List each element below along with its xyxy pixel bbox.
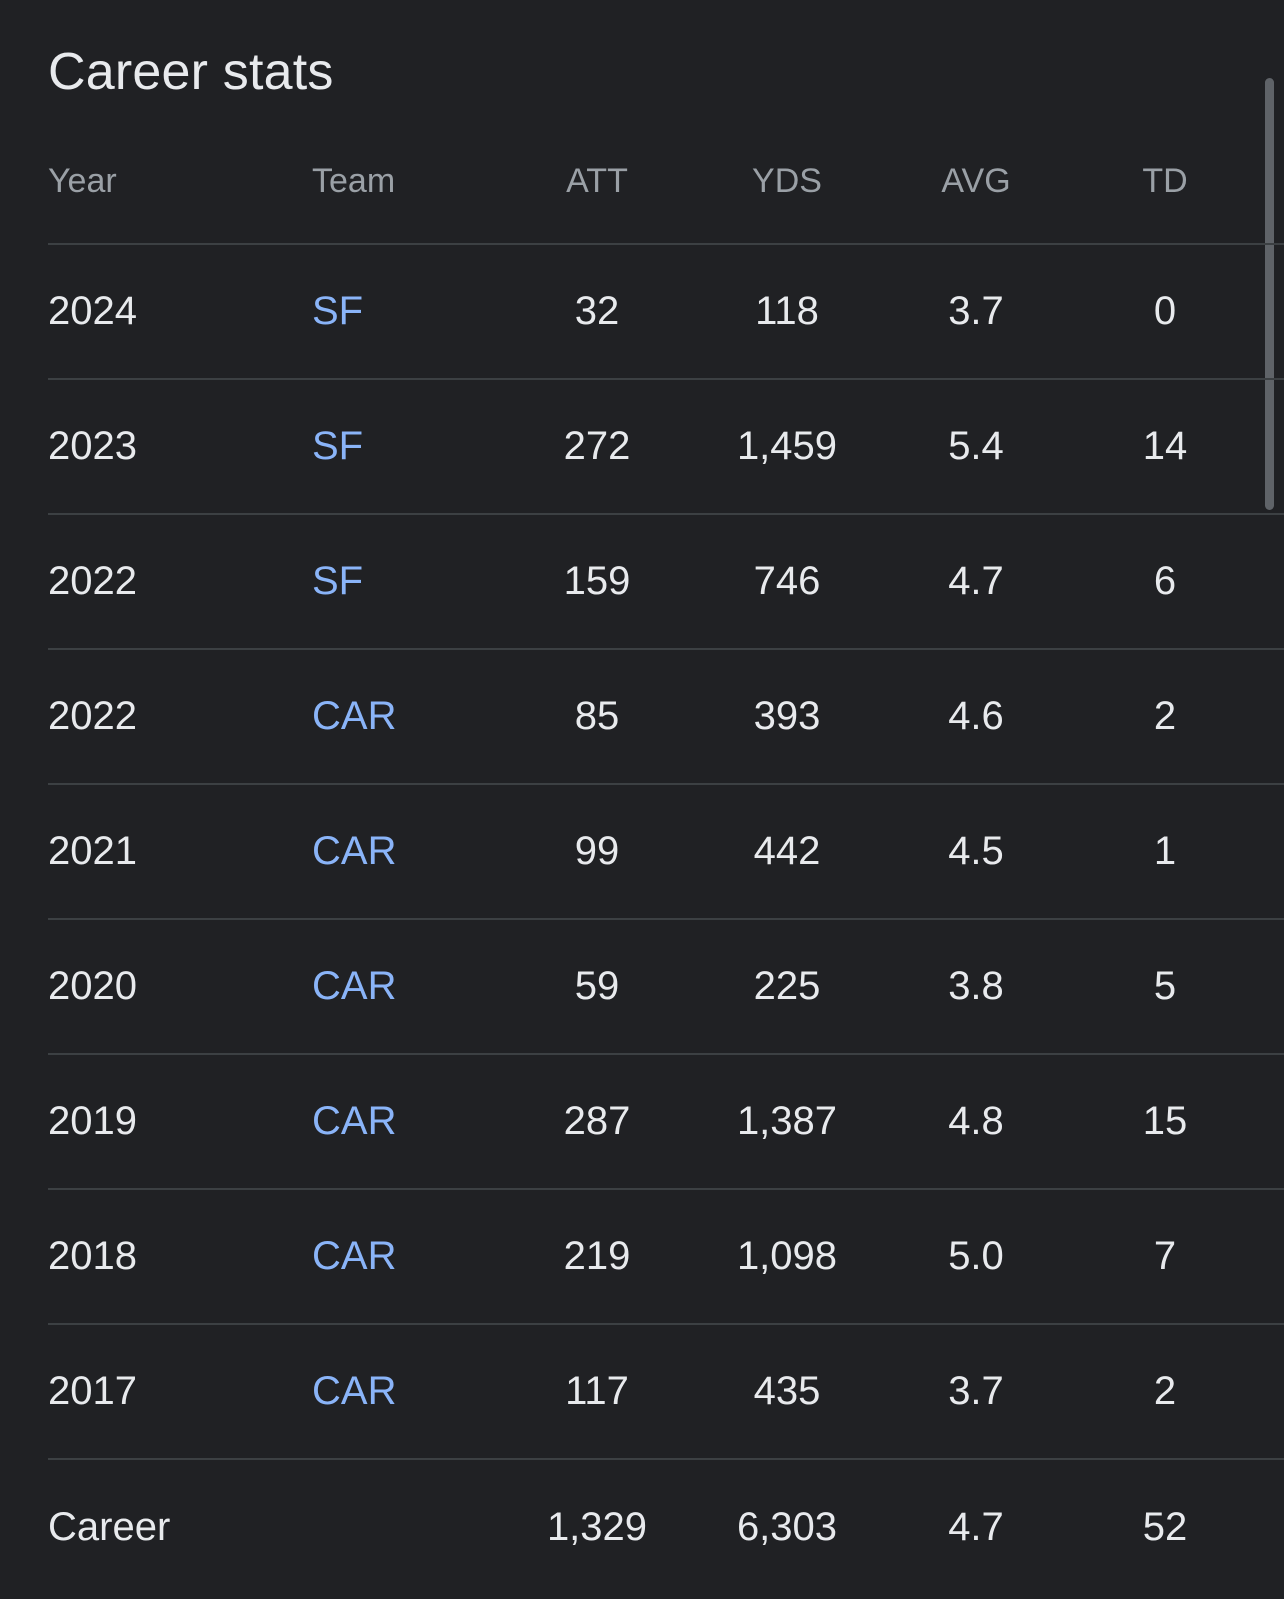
cell-att: 59: [574, 964, 620, 1008]
cell-year: 2020: [48, 964, 137, 1008]
team-link[interactable]: CAR: [312, 829, 397, 873]
cell-avg: 5.0: [948, 1234, 1004, 1278]
cell-td: 0: [1153, 289, 1177, 333]
cell-td: 7: [1153, 1234, 1177, 1278]
cell-year: 2024: [48, 289, 137, 333]
table-row: 2018 CAR 219 1,098 5.0 7: [48, 1189, 1284, 1324]
table-row: 2021 CAR 99 442 4.5 1: [48, 784, 1284, 919]
cell-team-empty: [312, 1459, 502, 1595]
team-link[interactable]: CAR: [312, 1099, 397, 1143]
cell-att: 287: [563, 1099, 631, 1143]
team-link[interactable]: SF: [312, 289, 364, 333]
cell-year: 2022: [48, 559, 137, 603]
cell-avg: 4.5: [948, 829, 1004, 873]
cell-td: 14: [1142, 424, 1188, 468]
table-row: 2024 SF 32 118 3.7 0: [48, 244, 1284, 379]
cell-yds: 442: [753, 829, 821, 873]
table-header-row: Year Team ATT YDS AVG TD: [48, 120, 1284, 244]
team-link[interactable]: CAR: [312, 1234, 397, 1278]
cell-att: 99: [574, 829, 620, 873]
cell-yds-total: 6,303: [736, 1505, 838, 1549]
cell-td-total: 52: [1142, 1505, 1188, 1549]
cell-avg-total: 4.7: [948, 1505, 1004, 1549]
table-row: 2019 CAR 287 1,387 4.8 15: [48, 1054, 1284, 1189]
cell-td: 15: [1142, 1099, 1188, 1143]
column-header-yds: YDS: [752, 162, 822, 200]
team-link[interactable]: CAR: [312, 694, 397, 738]
cell-td: 5: [1153, 964, 1177, 1008]
cell-att: 117: [565, 1369, 629, 1413]
cell-yds: 393: [753, 694, 821, 738]
cell-att: 32: [574, 289, 620, 333]
cell-att: 85: [574, 694, 620, 738]
team-link[interactable]: CAR: [312, 1369, 397, 1413]
cell-yds: 1,459: [736, 424, 838, 468]
card-title: Career stats: [48, 43, 334, 101]
column-header-td: TD: [1142, 162, 1188, 200]
cell-td: 2: [1153, 694, 1177, 738]
cell-att-total: 1,329: [546, 1505, 648, 1549]
team-link[interactable]: CAR: [312, 964, 397, 1008]
cell-td: 1: [1153, 829, 1177, 873]
cell-att: 219: [563, 1234, 631, 1278]
cell-avg: 4.7: [948, 559, 1004, 603]
cell-avg: 4.8: [948, 1099, 1004, 1143]
column-header-year: Year: [48, 162, 117, 200]
table-row: 2022 SF 159 746 4.7 6: [48, 514, 1284, 649]
cell-year: 2019: [48, 1099, 137, 1143]
team-link[interactable]: SF: [312, 424, 364, 468]
cell-year: 2017: [48, 1369, 137, 1413]
table-row: 2023 SF 272 1,459 5.4 14: [48, 379, 1284, 514]
cell-year: 2023: [48, 424, 137, 468]
cell-year: 2018: [48, 1234, 137, 1278]
cell-yds: 118: [755, 289, 819, 333]
cell-avg: 3.8: [948, 964, 1004, 1008]
cell-td: 6: [1153, 559, 1177, 603]
column-header-att: ATT: [566, 162, 628, 200]
cell-yds: 1,387: [736, 1099, 838, 1143]
cell-att: 272: [563, 424, 631, 468]
career-total-label: Career: [48, 1505, 171, 1549]
cell-td: 2: [1153, 1369, 1177, 1413]
cell-year: 2022: [48, 694, 137, 738]
career-stats-table: Year Team ATT YDS AVG TD 2024 SF 32 118 …: [48, 120, 1284, 1595]
cell-avg: 3.7: [948, 289, 1004, 333]
scrollbar[interactable]: [1265, 78, 1274, 510]
cell-year: 2021: [48, 829, 137, 873]
cell-avg: 4.6: [948, 694, 1004, 738]
cell-yds: 1,098: [736, 1234, 838, 1278]
table-row: 2022 CAR 85 393 4.6 2: [48, 649, 1284, 784]
cell-att: 159: [563, 559, 631, 603]
column-header-team: Team: [312, 162, 396, 200]
team-link[interactable]: SF: [312, 559, 364, 603]
career-total-row: Career 1,329 6,303 4.7 52: [48, 1459, 1284, 1595]
cell-avg: 3.7: [948, 1369, 1004, 1413]
cell-yds: 746: [753, 559, 821, 603]
table-row: 2017 CAR 117 435 3.7 2: [48, 1324, 1284, 1459]
cell-yds: 435: [753, 1369, 821, 1413]
table-row: 2020 CAR 59 225 3.8 5: [48, 919, 1284, 1054]
column-header-avg: AVG: [941, 162, 1011, 200]
cell-yds: 225: [753, 964, 821, 1008]
cell-avg: 5.4: [948, 424, 1004, 468]
